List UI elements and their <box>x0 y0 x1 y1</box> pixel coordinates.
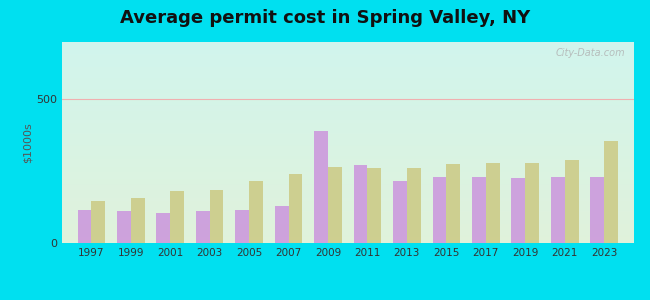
Bar <box>289 174 302 243</box>
Bar <box>170 191 184 243</box>
Bar <box>604 141 618 243</box>
Bar <box>117 212 131 243</box>
Bar <box>275 206 289 243</box>
Bar <box>367 168 382 243</box>
Bar <box>407 168 421 243</box>
Bar <box>77 210 92 243</box>
Bar <box>354 166 367 243</box>
Bar <box>196 212 210 243</box>
Bar <box>447 164 460 243</box>
Bar <box>565 160 578 243</box>
Bar <box>210 190 224 243</box>
Bar <box>432 177 447 243</box>
Bar <box>525 163 539 243</box>
Text: City-Data.com: City-Data.com <box>556 48 625 58</box>
Bar <box>512 178 525 243</box>
Bar <box>235 210 249 243</box>
Text: Average permit cost in Spring Valley, NY: Average permit cost in Spring Valley, NY <box>120 9 530 27</box>
Bar <box>314 131 328 243</box>
Bar <box>157 213 170 243</box>
Bar <box>92 201 105 243</box>
Bar <box>590 177 604 243</box>
Bar <box>551 177 565 243</box>
Bar <box>486 163 500 243</box>
Bar <box>131 199 144 243</box>
Bar <box>328 167 342 243</box>
Bar <box>249 181 263 243</box>
Bar <box>472 177 486 243</box>
Y-axis label: $1000s: $1000s <box>23 122 33 163</box>
Bar <box>393 181 407 243</box>
